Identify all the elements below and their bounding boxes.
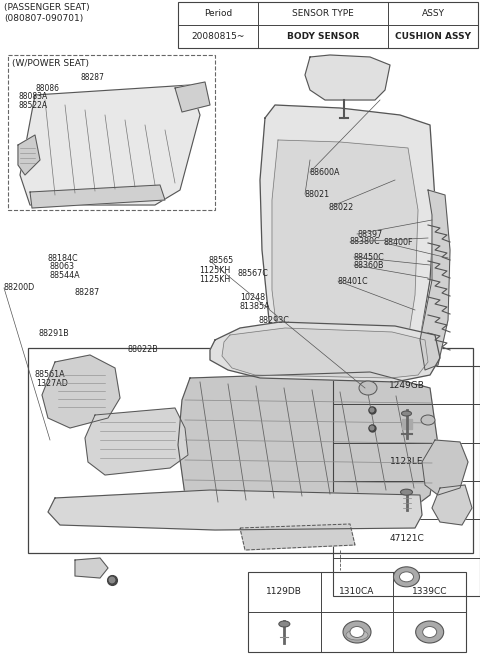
Ellipse shape [359,381,377,395]
Text: 10248: 10248 [240,293,265,302]
Text: 20080815~: 20080815~ [192,32,245,41]
Ellipse shape [423,627,437,638]
Bar [8,55,215,210]
Polygon shape [222,328,428,378]
Text: 88544A: 88544A [49,271,80,280]
Text: 47121C: 47121C [389,534,424,543]
Polygon shape [210,322,440,382]
Polygon shape [42,355,120,428]
Text: 1125KH: 1125KH [199,266,230,275]
Polygon shape [178,372,438,510]
Ellipse shape [400,489,412,495]
Bar [333,366,480,596]
Text: 1129DB: 1129DB [266,587,302,596]
Ellipse shape [350,627,364,638]
Text: 88600A: 88600A [310,167,340,177]
Text: 88561A: 88561A [35,370,65,379]
Ellipse shape [421,415,435,425]
Circle shape [108,576,116,584]
Polygon shape [30,185,165,208]
Text: 88397: 88397 [358,230,383,239]
Polygon shape [420,190,450,370]
Text: 1327AD: 1327AD [36,379,68,388]
Text: 1249GB: 1249GB [389,381,424,390]
Text: 1339CC: 1339CC [412,587,447,596]
Text: 1310CA: 1310CA [339,587,375,596]
Polygon shape [432,485,472,525]
Polygon shape [240,524,355,550]
Ellipse shape [343,621,371,643]
Polygon shape [48,490,422,530]
Text: 88287: 88287 [81,73,105,82]
Text: (080807-090701): (080807-090701) [4,14,83,23]
Polygon shape [85,408,188,475]
Text: 88450C: 88450C [354,252,384,262]
Ellipse shape [401,411,411,416]
Circle shape [369,407,375,413]
Text: ASSY: ASSY [421,9,444,18]
Polygon shape [175,82,210,112]
Polygon shape [75,558,108,578]
Text: 88184C: 88184C [48,254,79,263]
Text: 88291B: 88291B [38,329,69,338]
Text: 88522A: 88522A [18,101,48,110]
Polygon shape [18,135,40,175]
Text: 88293C: 88293C [258,316,289,325]
Ellipse shape [279,621,290,627]
Polygon shape [20,85,200,205]
Text: 1125KH: 1125KH [199,275,230,284]
Text: 88400F: 88400F [384,238,413,247]
Text: (PASSENGER SEAT): (PASSENGER SEAT) [4,3,90,12]
Text: 88086: 88086 [36,84,60,93]
Text: 88287: 88287 [74,288,100,298]
Text: 88022: 88022 [329,203,354,212]
Bar [248,572,466,652]
Text: 88083A: 88083A [18,92,48,101]
Text: BODY SENSOR: BODY SENSOR [287,32,359,41]
Text: 88021: 88021 [305,190,330,199]
Text: SENSOR TYPE: SENSOR TYPE [292,9,354,18]
Polygon shape [305,55,390,100]
Bar [28,348,473,553]
Text: 88063: 88063 [49,262,74,271]
Ellipse shape [399,572,413,582]
Text: 88380C: 88380C [349,237,380,247]
Text: 88565: 88565 [209,256,234,266]
Text: (W/POWER SEAT): (W/POWER SEAT) [12,59,89,68]
Text: 88360B: 88360B [354,261,384,270]
Polygon shape [422,440,468,495]
Ellipse shape [346,630,368,640]
Text: 81385A: 81385A [239,301,270,311]
Circle shape [369,425,375,431]
Ellipse shape [416,621,444,643]
Bar [178,2,478,48]
Text: 1123LE: 1123LE [390,457,423,466]
Ellipse shape [394,567,420,587]
Text: Period: Period [204,9,232,18]
Text: 88022B: 88022B [127,345,158,354]
Polygon shape [260,105,435,362]
Text: CUSHION ASSY: CUSHION ASSY [395,32,471,41]
Text: 88401C: 88401C [337,277,368,286]
Text: 88567C: 88567C [238,269,268,278]
Text: 88200D: 88200D [4,283,35,292]
Polygon shape [272,140,418,352]
